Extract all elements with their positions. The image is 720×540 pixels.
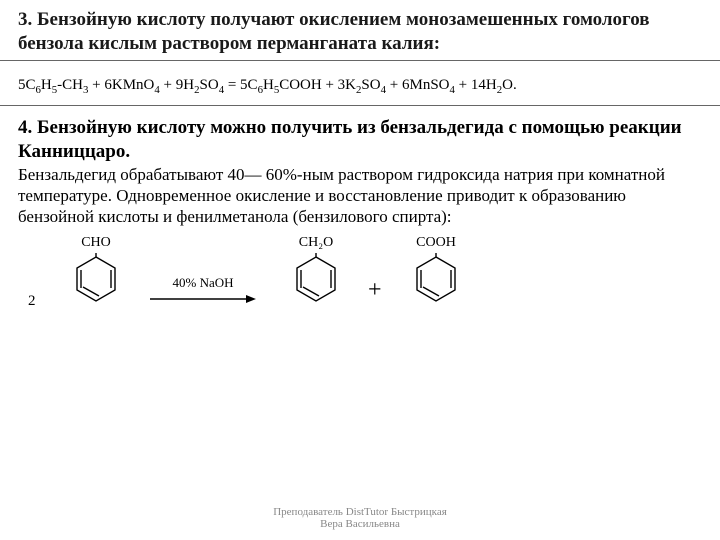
footer-credit: Преподаватель DistTutor Быстрицкая Вера …	[0, 506, 720, 530]
section3-equation: 5C6H5-CH3 + 6KMnO4 + 9H2SO4 = 5C6H5COOH …	[0, 71, 720, 106]
section3-title-block: 3. Бензойную кислоту получают окислением…	[0, 0, 720, 61]
benzene-ring-icon	[413, 253, 459, 305]
arrow-icon	[148, 293, 258, 305]
coefficient-2: 2	[28, 293, 36, 310]
benzene-ring-icon	[293, 253, 339, 305]
plus-sign: +	[368, 277, 382, 304]
footer-line2: Вера Васильевна	[320, 518, 400, 530]
section3-title: 3. Бензойную кислоту получают окислением…	[18, 8, 702, 56]
footer-line1: Преподаватель DistTutor Быстрицкая	[273, 506, 447, 518]
molecule-benzyl-alcohol: CH₂O	[293, 235, 339, 310]
molecule-benzoic-acid: COOH	[413, 235, 459, 310]
reaction-arrow: 40% NaOH	[148, 275, 258, 305]
mol2-label: CH₂O	[293, 235, 339, 251]
mol3-label: COOH	[413, 235, 459, 251]
section4-block: 4. Бензойную кислоту можно получить из б…	[0, 116, 720, 228]
benzene-ring-icon	[73, 253, 119, 305]
section4-title: 4. Бензойную кислоту можно получить из б…	[18, 116, 702, 164]
molecule-benzaldehyde: CHO	[73, 235, 119, 310]
section4-body: Бензальдегид обрабатывают 40— 60%-ным ра…	[18, 165, 702, 227]
mol1-label: CHO	[73, 235, 119, 251]
arrow-label: 40% NaOH	[172, 275, 233, 290]
reaction-scheme: 2 CHO 40% NaOH CH₂O + COOH	[18, 233, 702, 353]
